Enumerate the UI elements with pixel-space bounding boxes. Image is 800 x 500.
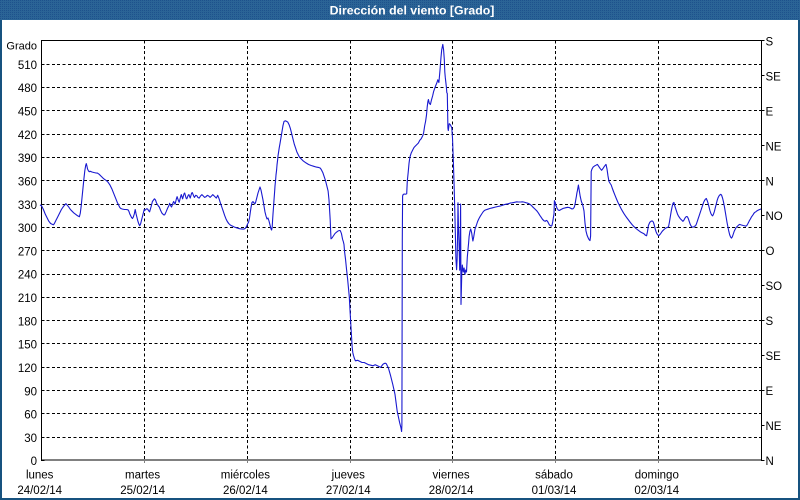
svg-text:420: 420 <box>18 130 37 142</box>
svg-text:NO: NO <box>766 211 783 223</box>
svg-text:25/02/14: 25/02/14 <box>120 485 165 497</box>
svg-text:120: 120 <box>18 363 37 375</box>
svg-text:SE: SE <box>766 71 782 83</box>
svg-text:210: 210 <box>18 293 37 305</box>
svg-text:300: 300 <box>18 223 37 235</box>
svg-text:S: S <box>766 36 774 48</box>
svg-text:270: 270 <box>18 246 37 258</box>
svg-text:jueves: jueves <box>331 469 365 481</box>
svg-text:viernes: viernes <box>433 469 470 481</box>
svg-text:27/02/14: 27/02/14 <box>326 485 371 497</box>
svg-text:01/03/14: 01/03/14 <box>532 485 577 497</box>
svg-text:360: 360 <box>18 177 37 189</box>
svg-text:510: 510 <box>18 60 37 72</box>
svg-text:O: O <box>766 246 775 258</box>
svg-text:60: 60 <box>24 410 37 422</box>
svg-text:90: 90 <box>24 386 37 398</box>
svg-text:26/02/14: 26/02/14 <box>223 485 268 497</box>
svg-text:02/03/14: 02/03/14 <box>634 485 679 497</box>
svg-text:S: S <box>766 316 774 328</box>
svg-text:sábado: sábado <box>535 469 573 481</box>
svg-text:SO: SO <box>766 281 783 293</box>
svg-text:E: E <box>766 106 774 118</box>
svg-text:miércoles: miércoles <box>221 469 270 481</box>
svg-text:480: 480 <box>18 83 37 95</box>
svg-text:330: 330 <box>18 200 37 212</box>
svg-text:28/02/14: 28/02/14 <box>429 485 474 497</box>
svg-text:NE: NE <box>766 421 782 433</box>
svg-text:450: 450 <box>18 107 37 119</box>
svg-text:0: 0 <box>31 456 37 468</box>
svg-text:N: N <box>766 456 774 468</box>
svg-text:E: E <box>766 386 774 398</box>
svg-text:30: 30 <box>24 433 37 445</box>
svg-text:240: 240 <box>18 270 37 282</box>
svg-text:24/02/14: 24/02/14 <box>17 485 62 497</box>
svg-text:SE: SE <box>766 351 782 363</box>
svg-text:150: 150 <box>18 340 37 352</box>
svg-text:lunes: lunes <box>26 469 54 481</box>
svg-text:martes: martes <box>125 469 160 481</box>
svg-text:NE: NE <box>766 141 782 153</box>
svg-text:domingo: domingo <box>635 469 679 481</box>
svg-text:Dirección del viento [Grado]: Dirección del viento [Grado] <box>330 4 495 18</box>
svg-text:N: N <box>766 176 774 188</box>
svg-text:Grado: Grado <box>6 41 37 53</box>
svg-text:180: 180 <box>18 316 37 328</box>
svg-text:390: 390 <box>18 153 37 165</box>
